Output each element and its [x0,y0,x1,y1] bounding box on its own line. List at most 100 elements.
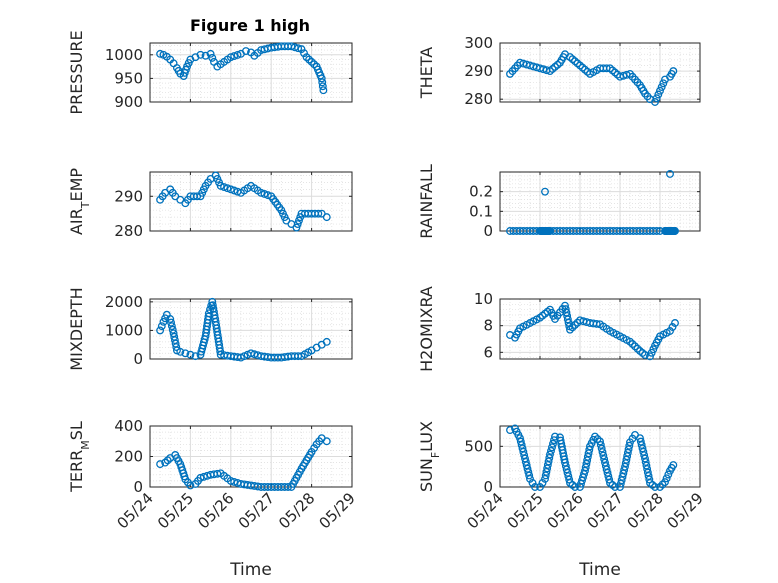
y-tick-label: 290 [114,187,143,205]
y-tick-label: 0.1 [469,202,493,220]
data-point [186,481,195,490]
data-point [633,344,642,353]
y-tick-label: 1000 [105,321,143,339]
figure-title: Figure 1 high [190,16,310,35]
x-tick-label: 05/29 [664,489,707,532]
data-point [652,94,661,103]
y-tick-label: 500 [464,437,493,455]
data-point [168,325,177,334]
data-point [186,350,195,359]
y-axis-label: TERRMSL [67,421,92,493]
data-point [597,444,606,453]
data-point [528,478,537,487]
data-point [305,55,314,64]
data-point [591,432,599,441]
data-point [551,432,559,441]
y-tick-label: 2000 [105,293,143,311]
data-point [664,470,673,479]
data-point [538,478,547,487]
data-point [600,455,609,464]
data-point [546,450,554,459]
data-point [156,49,165,58]
y-tick-label: 0 [133,350,143,368]
data-point [536,483,544,491]
subplot-air-temp: 280 290 AIRTEMP [67,168,353,240]
data-point [156,460,165,469]
data-point [566,325,574,334]
axes-box [149,42,353,103]
data-point [652,227,661,235]
axes-box [149,171,353,232]
y-axis-label: MIXDEPTH [67,287,86,370]
x-tick-label: 05/26 [194,489,237,532]
data-point [531,483,539,491]
data-point [657,83,666,91]
data-point [167,318,175,327]
data-point [220,183,229,191]
data-point [172,343,181,351]
y-tick-label: 300 [464,34,493,52]
data-point [626,337,634,346]
data-point [206,49,215,58]
data-point [547,446,555,455]
y-tick-label: 0 [483,222,493,240]
subplot-theta: 280 290 300 THETA [417,34,701,108]
data-point [662,474,671,483]
x-tick-label: 05/29 [316,489,359,532]
data-point [628,340,637,348]
y-tick-label: 400 [114,417,143,435]
x-tick-label: 05/27 [235,489,278,532]
axes-box [499,171,701,232]
data-point [201,51,210,60]
data-point [230,477,239,486]
axes-box [499,42,701,103]
subplot-h2omixra: 6 8 10 H2OMIXRA [417,286,701,372]
data-point [166,315,175,323]
data-point [257,188,266,197]
x-tick-label: 05/28 [624,489,667,532]
data-point [322,337,331,346]
data-point [310,60,319,69]
data-point [230,186,239,195]
y-axis-label: H2OMIXRA [417,286,436,372]
axes-box [149,298,353,360]
y-tick-label: 200 [114,448,143,466]
data-point [658,480,667,489]
data-point [292,223,301,232]
y-tick-label: 950 [114,69,143,87]
data-point [669,67,678,76]
subplot-sun-flux: 050005/2405/2505/2605/2705/2805/29SUNFLU… [417,421,707,580]
data-point [319,86,328,95]
x-tick-label: 05/27 [584,489,627,532]
data-point [322,213,331,222]
data-point [545,454,554,462]
data-point [293,220,302,229]
y-axis-label: AIRTEMP [67,168,92,235]
data-point [571,321,579,329]
data-point [226,185,235,194]
data-point [297,45,306,54]
data-point [318,78,327,87]
x-tick-label: 05/26 [544,489,587,532]
data-point [196,473,205,482]
data-point [263,191,272,200]
data-point [176,347,185,356]
data-point [671,319,679,327]
data-point [641,351,649,359]
y-tick-label: 280 [114,222,143,240]
data-point [161,458,170,467]
data-point [295,216,303,225]
data-point [651,98,659,106]
data-point [294,44,303,53]
y-axis-label: PRESSURE [67,30,86,114]
data-point [669,461,678,469]
data-point [208,53,217,62]
y-tick-label: 290 [464,62,493,80]
x-axis-label: Time [578,560,621,580]
y-tick-label: 8 [483,317,493,335]
data-point [314,209,323,218]
data-point [526,474,534,483]
data-point [199,472,208,481]
data-point [167,322,176,331]
